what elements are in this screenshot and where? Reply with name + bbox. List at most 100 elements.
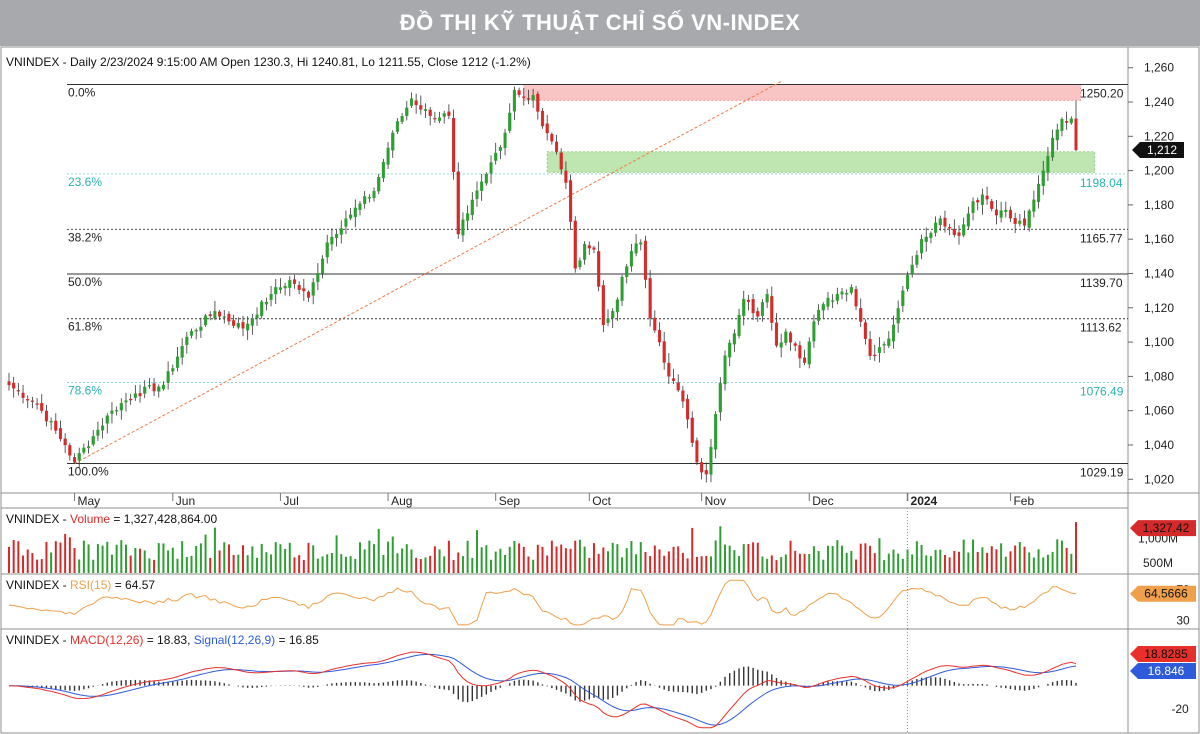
candle-body [887, 338, 891, 347]
candle-body [433, 117, 437, 120]
candle-body [400, 116, 404, 122]
candle-body [508, 112, 512, 131]
candle-body [367, 197, 371, 199]
candle-body [657, 330, 662, 343]
candle-body [241, 322, 245, 329]
candle-body [615, 299, 619, 313]
candle-body [840, 291, 844, 295]
candle-body [68, 445, 72, 456]
candle-body [194, 330, 198, 332]
candle-body [854, 289, 858, 307]
candle-body [353, 207, 357, 218]
candle-body [452, 118, 456, 172]
candle-body [723, 355, 727, 385]
vnindex-technical-chart: 0.0% 1250.20 23.6% 1198.04 38.2% 1165.77 50.0%… [0, 46, 1200, 734]
candle-body [1013, 217, 1017, 224]
price-axis-label: 1,180 [1144, 198, 1174, 212]
candle-body [138, 393, 142, 397]
candle-body [648, 278, 652, 319]
candle-body [456, 171, 460, 235]
candle-body [152, 383, 156, 392]
x-axis-label: Dec [812, 494, 833, 508]
candle-body [952, 228, 956, 235]
candle-body [629, 251, 633, 267]
candle-body [484, 173, 488, 184]
candle-body [821, 304, 825, 311]
candle-body [1046, 156, 1050, 173]
candle-body [414, 100, 418, 106]
candle-body [30, 400, 34, 402]
candle-body [466, 213, 470, 221]
candle-body [517, 90, 521, 95]
candle-body [437, 117, 442, 121]
candle-body [16, 390, 20, 392]
candle-body [115, 410, 119, 412]
candle-body [147, 385, 151, 387]
macd-layer: -20 18.8285 16.846 [8, 646, 1196, 729]
candle-body [320, 258, 325, 274]
candle-body [447, 111, 451, 116]
candle-body [770, 296, 774, 323]
fib-value-label: 1029.19 [1080, 466, 1124, 480]
candle-body [297, 284, 301, 290]
candle-body [40, 403, 44, 411]
candle-body [896, 308, 900, 324]
signal-last-marker [1130, 663, 1196, 679]
candle-body [470, 199, 474, 216]
fib-value-label: 1076.49 [1080, 384, 1124, 398]
candle-body [559, 152, 563, 170]
macd-last-marker [1130, 646, 1196, 662]
candle-body [105, 415, 109, 424]
signal-last-label: 16.846 [1148, 664, 1185, 678]
trendline [74, 80, 782, 464]
candle-body [35, 403, 39, 405]
candle-body [199, 326, 203, 331]
candle-body [859, 308, 863, 322]
candle-body [1037, 183, 1041, 203]
price-axis-label: 1,140 [1144, 267, 1174, 281]
candle-body [264, 301, 268, 305]
fib-pct-label: 61.8% [68, 320, 102, 334]
candle-body [639, 242, 643, 245]
candle-body [246, 323, 250, 331]
candle-body [920, 239, 924, 254]
candle-body [788, 332, 793, 343]
candle-body [793, 343, 797, 346]
candle-body [583, 244, 587, 260]
candle-body [1051, 137, 1055, 158]
candle-body [882, 344, 886, 346]
candle-body [531, 95, 535, 101]
candle-body [980, 194, 984, 205]
candle-body [26, 399, 30, 401]
candle-body [82, 447, 86, 453]
candle-body [110, 410, 114, 414]
candle-body [868, 338, 872, 356]
signal-line [9, 653, 1077, 726]
candle-body [129, 398, 133, 401]
candle-body [760, 302, 765, 316]
candle-body [232, 320, 236, 326]
fib-value-label: 1113.62 [1080, 321, 1122, 335]
candle-body [1074, 118, 1078, 151]
price-axis-label: 1,220 [1144, 129, 1174, 143]
candle-body [901, 290, 905, 307]
price-axis-label: 1,060 [1144, 404, 1174, 418]
candle-body [185, 336, 189, 345]
candle-body [554, 141, 559, 152]
candle-body [1060, 119, 1064, 131]
title-banner [0, 0, 1200, 46]
candle-body [44, 410, 48, 422]
candle-body [250, 318, 254, 326]
candle-body [751, 299, 755, 314]
candle-body [1027, 210, 1031, 228]
candle-body [625, 266, 629, 277]
candle-body [124, 400, 128, 403]
fib-pct-label: 23.6% [68, 175, 102, 189]
candle-body [58, 428, 63, 440]
x-axis-label: Aug [391, 494, 412, 508]
axis-layer: 1,020 1,040 1,060 1,080 1,100 1,120 1,140 1,160… [74, 61, 1184, 734]
candle-body [817, 309, 821, 321]
candle-body [175, 356, 180, 368]
support-zone [546, 151, 1096, 173]
last-close-label: 1,212 [1147, 143, 1177, 157]
